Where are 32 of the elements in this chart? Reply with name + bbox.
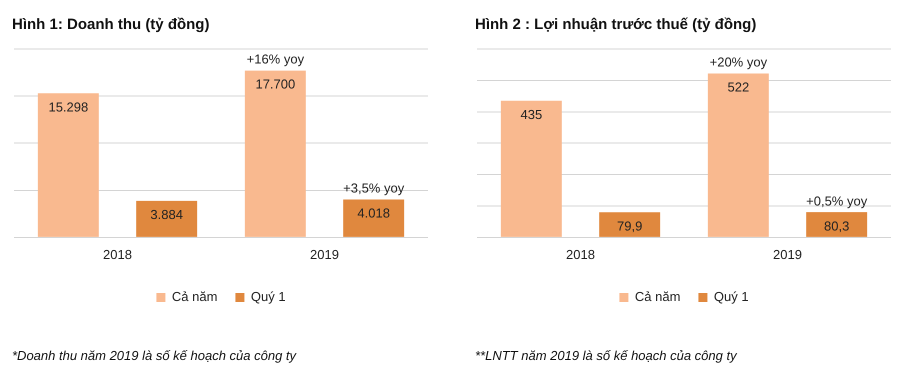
bar bbox=[244, 70, 306, 237]
data-label: 522 bbox=[727, 80, 750, 95]
data-label: 80,3 bbox=[824, 218, 850, 234]
annotation: +3,5% yoy bbox=[343, 180, 405, 196]
x-tick-label: 2019 bbox=[310, 246, 339, 262]
bar bbox=[500, 100, 562, 237]
x-tick-label: 2018 bbox=[103, 246, 132, 262]
legend-label: Quý 1 bbox=[250, 289, 286, 304]
legend-label: Cả năm bbox=[634, 289, 680, 304]
data-label: 4.018 bbox=[357, 206, 390, 221]
annotation: +16% yoy bbox=[246, 52, 305, 67]
data-label: 435 bbox=[520, 106, 542, 122]
annotation: +20% yoy bbox=[710, 54, 768, 70]
x-tick-label: 2019 bbox=[773, 246, 802, 262]
data-label: 17.700 bbox=[255, 76, 296, 92]
data-label: 3.884 bbox=[150, 206, 183, 222]
bar bbox=[136, 200, 198, 237]
annotation: +0,5% yoy bbox=[806, 193, 868, 208]
chart-title: Hình 1: Doanh thu (tỷ đồng) bbox=[12, 16, 210, 33]
data-label: 79,9 bbox=[617, 218, 642, 234]
x-tick-label: 2018 bbox=[566, 246, 595, 262]
legend-label: Quý 1 bbox=[714, 289, 749, 304]
legend-label: Cả năm bbox=[172, 289, 218, 304]
bar bbox=[708, 73, 769, 237]
bar bbox=[806, 212, 868, 237]
data-label: 15.298 bbox=[48, 99, 88, 114]
text: *Doanh thu năm 2019 là số kế hoạch của công ty bbox=[12, 348, 298, 363]
chart-title: Hình 2 : Lợi nhuận trước thuế (tỷ đồng) bbox=[475, 16, 758, 33]
text: **LNTT năm 2019 là số kế hoạch của công ty bbox=[475, 348, 738, 363]
bar bbox=[38, 93, 99, 237]
bar bbox=[599, 212, 660, 237]
bar bbox=[343, 200, 404, 237]
